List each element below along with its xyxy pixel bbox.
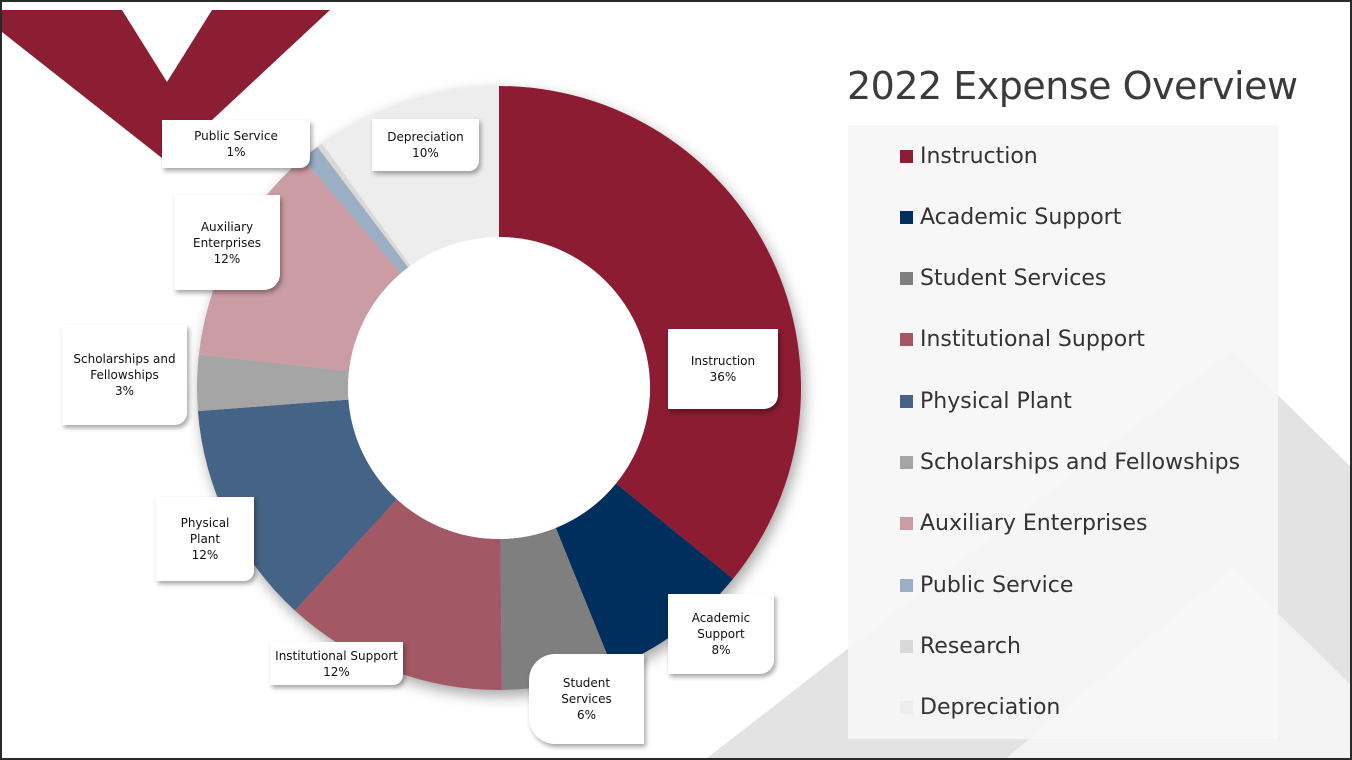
legend-item-student-services: Student Services <box>900 264 1106 294</box>
legend-panel <box>848 125 1278 739</box>
data-label-category: Fellowships <box>90 368 159 382</box>
legend-item-public-service: Public Service <box>900 570 1073 600</box>
slice-auxiliary-enterprises <box>198 158 401 372</box>
data-label-value: 3% <box>114 384 135 398</box>
chart-title: 2022 Expense Overview <box>847 64 1298 108</box>
chevron-top-left-shape <box>2 10 330 162</box>
legend-swatch <box>900 517 913 531</box>
data-label-category: Services <box>561 692 612 706</box>
legend-swatch <box>900 333 913 347</box>
slice-scholarships-and-fellowships <box>197 354 349 412</box>
legend-label: Depreciation <box>920 695 1061 721</box>
data-label-category: Institutional Support <box>275 648 398 663</box>
legend-swatch <box>900 210 913 224</box>
data-label-category: Academic <box>691 611 751 625</box>
data-label-instruction: Instruction 36% <box>668 329 778 409</box>
data-label-depreciation: Depreciation 10% <box>372 119 479 171</box>
legend-item-research: Research <box>900 631 1021 661</box>
legend-item-auxiliary-enterprises: Auxiliary Enterprises <box>900 509 1148 539</box>
data-label-category: Scholarships and <box>73 352 176 366</box>
data-label-auxiliary-enterprises: Auxiliary Enterprises 12% <box>174 195 280 290</box>
legend-item-depreciation: Depreciation <box>900 693 1060 723</box>
legend-label: Scholarships and Fellowships <box>920 450 1241 475</box>
legend-swatch <box>900 639 913 653</box>
data-label-category: Support <box>697 627 745 641</box>
legend-item-scholarships-and-fellowships: Scholarships and Fellowships <box>900 448 1240 478</box>
legend-item-physical-plant: Physical Plant <box>900 386 1072 416</box>
legend-item-academic-support: Academic Support <box>900 202 1121 232</box>
legend-label: Public Service <box>920 572 1074 598</box>
data-label-category: Depreciation <box>387 130 464 144</box>
data-label-value: 1% <box>226 145 246 159</box>
data-label-value: 6% <box>576 708 597 722</box>
legend-item-instruction: Instruction <box>900 141 1038 171</box>
data-label-institutional-support: Institutional Support 12% <box>270 642 403 685</box>
data-label-academic-support: Academic Support 8% <box>668 594 774 674</box>
data-label-scholarships-and-fellowships: Scholarships and Fellowships 3% <box>62 325 187 425</box>
legend-label: Academic Support <box>920 204 1122 230</box>
slice-instruction <box>499 86 801 579</box>
data-label-value: 12% <box>191 548 219 562</box>
legend-swatch <box>900 272 913 286</box>
legend-label: Physical Plant <box>920 388 1072 414</box>
legend-item-institutional-support: Institutional Support <box>900 325 1145 355</box>
data-label-value: 36% <box>709 370 737 384</box>
legend-label: Research <box>920 633 1021 659</box>
data-label-category: Public Service <box>194 129 278 143</box>
donut-hole <box>348 237 650 539</box>
legend-swatch <box>900 456 913 469</box>
legend-swatch <box>900 578 913 592</box>
legend-label: Student Services <box>920 266 1107 292</box>
data-label-category: Plant <box>189 532 221 546</box>
data-label-value: 8% <box>711 643 731 657</box>
legend-label: Auxiliary Enterprises <box>920 511 1148 537</box>
data-label-category: Student <box>562 676 611 690</box>
data-label-student-services: Student Services 6% <box>529 654 644 744</box>
data-label-public-service: Public Service 1% <box>162 120 310 168</box>
slice-research <box>317 143 411 268</box>
data-label-category: Auxiliary <box>200 219 254 234</box>
legend-swatch <box>900 394 913 408</box>
data-label-value: 12% <box>213 251 241 266</box>
legend-swatch <box>900 149 913 163</box>
data-label-category: Physical <box>180 516 230 530</box>
slice-student-services <box>500 527 613 690</box>
legend-label: Instruction <box>920 143 1038 169</box>
slice-public-service <box>302 146 409 274</box>
legend-label: Institutional Support <box>920 327 1145 353</box>
data-label-value: 10% <box>412 146 439 160</box>
data-label-category: Enterprises <box>193 235 261 250</box>
data-label-physical-plant: Physical Plant 12% <box>156 497 254 581</box>
data-label-category: Instruction <box>690 354 756 368</box>
donut-slices <box>197 86 801 691</box>
data-label-value: 12% <box>323 664 350 679</box>
slice-physical-plant <box>197 399 397 611</box>
legend-swatch <box>900 701 913 715</box>
